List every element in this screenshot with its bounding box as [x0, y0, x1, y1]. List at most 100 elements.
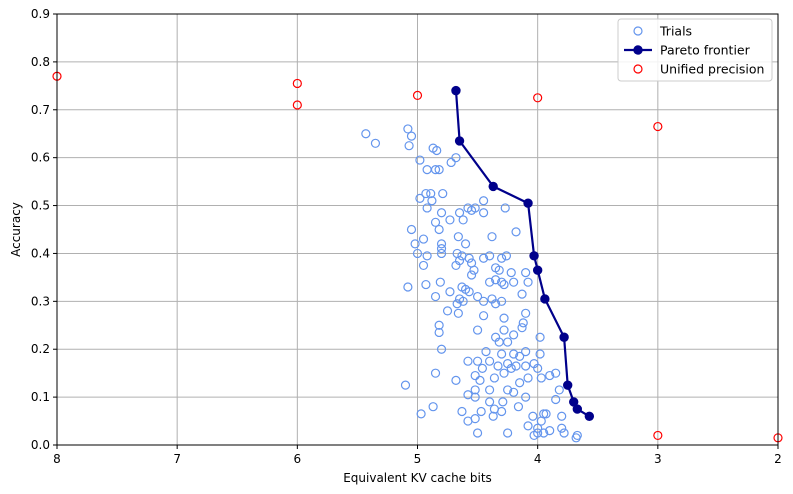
trial-point: [432, 145, 442, 156]
trial-point: [506, 268, 516, 278]
trial-point: [458, 296, 468, 306]
trial-point: [478, 296, 489, 306]
trial-point: [460, 239, 471, 249]
pareto-point: [584, 411, 595, 421]
trial-point: [422, 165, 432, 175]
y-tick-label: 0.0: [31, 438, 50, 452]
trial-point: [506, 363, 516, 373]
pareto-point: [563, 380, 573, 390]
trial-point: [493, 361, 503, 371]
trial-point: [497, 296, 507, 306]
unified-precision-point: [533, 93, 543, 103]
trial-point: [464, 287, 474, 297]
trial-point: [434, 224, 444, 235]
trial-point: [445, 215, 455, 225]
trial-point: [477, 363, 487, 373]
trial-point: [541, 409, 551, 419]
pareto-point: [529, 251, 539, 261]
trial-point: [515, 351, 525, 362]
trial-point: [501, 251, 512, 261]
trial-point: [415, 193, 425, 203]
legend-marker-pareto: [633, 45, 643, 55]
trial-point: [430, 165, 441, 175]
trial-point: [511, 227, 521, 237]
trial-point: [511, 361, 521, 371]
trial-point: [485, 397, 495, 407]
x-axis: 8 7 6 5 4 3 2: [53, 445, 782, 466]
trial-point: [545, 370, 555, 381]
trial-point: [533, 423, 543, 433]
trial-point: [478, 208, 489, 218]
trial-point: [551, 394, 561, 405]
trial-point: [436, 244, 447, 254]
trial-point: [497, 277, 507, 287]
trial-point: [571, 433, 581, 443]
trial-point: [403, 124, 413, 134]
pareto-point: [451, 85, 461, 96]
pareto-point: [454, 136, 465, 146]
trial-point: [472, 428, 483, 438]
trial-point: [442, 306, 453, 316]
x-tick-label: 2: [774, 452, 782, 466]
trial-point: [428, 402, 438, 412]
trial-point: [503, 337, 513, 347]
y-tick-label: 0.4: [31, 246, 50, 260]
trial-point: [418, 260, 429, 271]
trial-point: [499, 279, 509, 290]
y-tick-label: 0.2: [31, 342, 50, 356]
y-tick-label: 0.3: [31, 294, 50, 308]
trial-point: [412, 248, 423, 259]
trial-point: [470, 203, 480, 213]
legend-box: [617, 18, 773, 82]
unified-precision-point: [292, 78, 302, 89]
pareto-point: [488, 181, 498, 192]
trial-point: [418, 234, 429, 244]
trial-point: [494, 265, 504, 275]
trial-point: [452, 299, 462, 309]
x-tick-label: 6: [294, 452, 302, 466]
trial-point: [517, 289, 527, 299]
x-tick-label: 4: [534, 452, 542, 466]
trial-point: [485, 277, 495, 287]
x-axis-label: Equivalent KV cache bits: [343, 471, 492, 485]
trial-point: [422, 251, 432, 261]
trial-point: [529, 430, 539, 441]
trial-point: [454, 208, 465, 218]
trial-point: [470, 370, 480, 381]
trial-point: [434, 320, 444, 330]
trial-point: [415, 155, 425, 165]
trial-point: [535, 332, 545, 342]
legend-marker-unified: [633, 64, 643, 74]
trial-point: [426, 188, 436, 199]
trial-point: [463, 356, 473, 366]
trial-point: [434, 165, 444, 175]
pareto-point: [540, 294, 550, 304]
trial-point: [557, 411, 567, 421]
trial-point: [416, 409, 426, 419]
trial-point: [509, 330, 519, 340]
trial-point: [523, 277, 533, 287]
trial-point: [457, 282, 467, 292]
trial-point: [446, 157, 456, 168]
x-tick-label: 7: [173, 452, 181, 466]
trial-point: [400, 380, 411, 390]
plot-area: [52, 71, 783, 443]
trial-point: [421, 188, 431, 199]
trial-point: [487, 232, 497, 242]
trial-point: [430, 217, 441, 227]
trial-point: [503, 428, 513, 438]
y-axis: 0.0 0.1 0.2 0.3 0.4 0.5 0.6 0.7 0.8 0.9: [31, 7, 57, 452]
trial-point: [404, 141, 414, 151]
trial-point: [472, 325, 483, 335]
pareto-point: [523, 198, 533, 208]
trial-point: [435, 277, 445, 287]
trial-point: [485, 251, 495, 261]
trial-point: [436, 239, 447, 249]
trial-point: [451, 153, 461, 163]
trial-point: [539, 428, 549, 438]
trial-point: [430, 291, 441, 302]
trial-point: [434, 327, 444, 338]
trial-point: [528, 411, 538, 421]
legend-label-unified: Unified precision: [660, 62, 764, 77]
